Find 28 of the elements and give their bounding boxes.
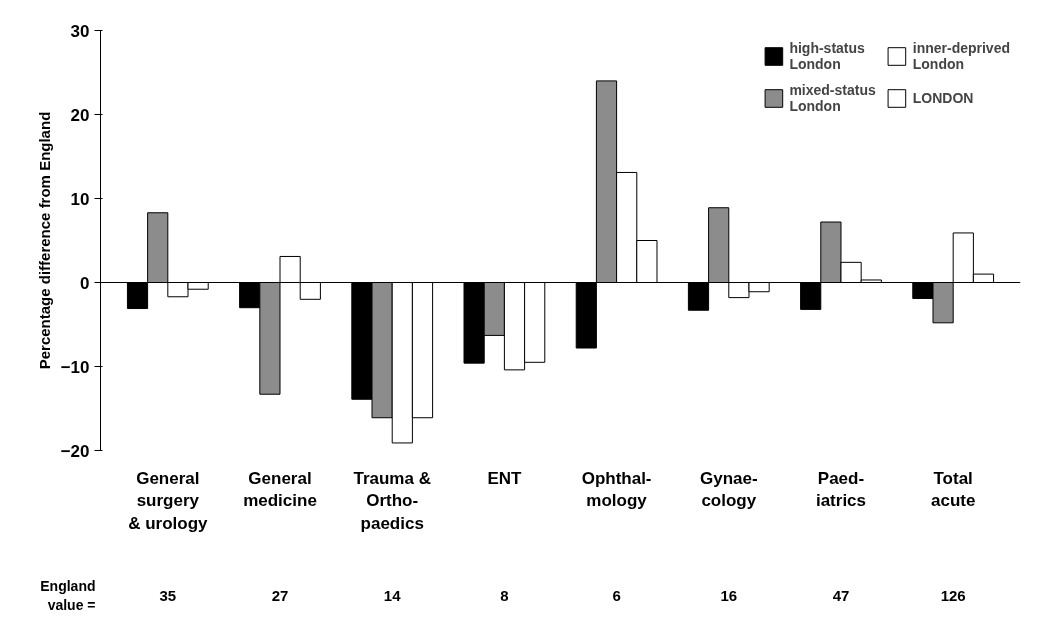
text: 126 bbox=[940, 586, 966, 604]
text: 27 bbox=[271, 586, 289, 604]
text: 16 bbox=[720, 586, 738, 604]
text: 35 bbox=[159, 586, 177, 604]
text: 8 bbox=[500, 586, 509, 604]
y-axis-title: Percentage difference from England bbox=[35, 111, 53, 370]
y-tick-label: 30 bbox=[70, 21, 90, 41]
x-tick-label: Trauma & Ortho- paedics bbox=[353, 468, 431, 534]
text: 14 bbox=[383, 586, 402, 604]
legend-label: high-status London bbox=[789, 40, 865, 72]
x-tick-label: ENT bbox=[487, 468, 523, 488]
text: 47 bbox=[832, 586, 850, 604]
x-tick-label: Paed- iatrics bbox=[815, 468, 867, 511]
text: England value = bbox=[40, 577, 96, 614]
text: 6 bbox=[612, 586, 621, 604]
y-tick-label: 20 bbox=[70, 105, 90, 125]
y-tick-label: 10 bbox=[70, 189, 90, 209]
y-tick-label: −20 bbox=[60, 441, 90, 461]
x-tick-label: Ophthal- mology bbox=[581, 468, 652, 511]
legend-label: mixed-status London bbox=[789, 82, 876, 114]
legend-label: LONDON bbox=[912, 90, 974, 106]
y-tick-label: −10 bbox=[60, 357, 90, 377]
y-tick-label: 0 bbox=[80, 273, 90, 293]
x-tick-label: Gynae- cology bbox=[699, 468, 758, 511]
x-tick-label: Total acute bbox=[930, 468, 976, 511]
x-tick-label: General surgery & urology bbox=[128, 468, 209, 534]
x-tick-label: General medicine bbox=[243, 468, 317, 511]
legend-label: inner-deprived London bbox=[912, 40, 1010, 72]
